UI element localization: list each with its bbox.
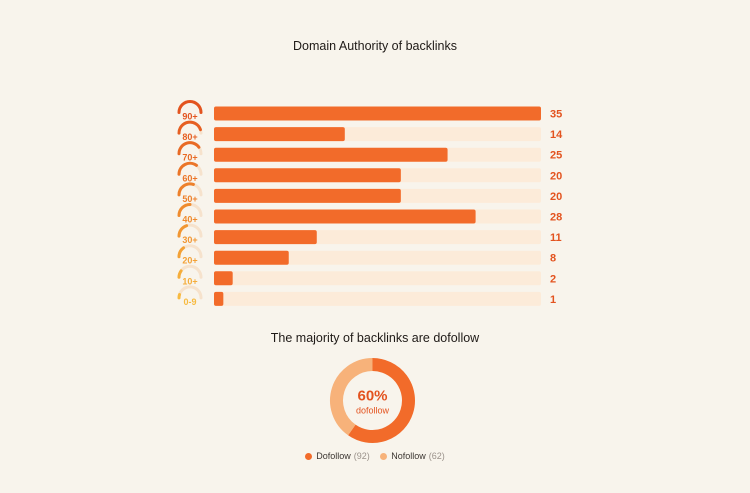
value-label: 25 — [550, 150, 562, 162]
value-label: 20 — [550, 191, 562, 203]
gauge-icon — [177, 293, 182, 300]
category-label: 80+ — [182, 132, 197, 142]
legend-label-nofollow: Nofollow — [391, 451, 426, 461]
bar — [214, 127, 345, 142]
value-label: 35 — [550, 109, 562, 121]
bar-track — [214, 250, 541, 265]
bar — [214, 106, 541, 121]
domain-authority-bar-chart: 90+ 35 80+ 14 70+ 25 60+ 20 50+ 20 40+ 28 30+ 11 20+ 8 1… — [177, 100, 563, 307]
value-label: 28 — [550, 212, 562, 224]
donut-percent-label: 60% — [357, 388, 387, 405]
bar — [214, 230, 317, 245]
value-label: 20 — [550, 170, 562, 182]
bar — [214, 250, 289, 265]
value-label: 1 — [550, 294, 556, 306]
bar — [214, 188, 401, 203]
legend-label-dofollow: Dofollow — [316, 451, 351, 461]
legend-item-nofollow: Nofollow (62) — [380, 451, 445, 461]
bar — [214, 168, 401, 183]
gauge-icon — [177, 182, 195, 197]
bar-chart-title: Domain Authority of backlinks — [293, 39, 457, 53]
value-label: 2 — [550, 273, 556, 285]
donut-slice-dofollow — [348, 358, 415, 443]
legend-count-dofollow: (92) — [353, 451, 370, 461]
gauge-icon — [177, 161, 198, 176]
category-label: 90+ — [182, 112, 197, 122]
bar — [214, 271, 233, 286]
value-label: 14 — [550, 129, 563, 141]
dofollow-swatch — [305, 452, 313, 460]
category-label: 50+ — [182, 194, 197, 204]
bar — [214, 147, 448, 162]
category-label: 10+ — [182, 276, 197, 286]
category-label: 60+ — [182, 173, 197, 183]
bar — [214, 291, 224, 306]
value-label: 11 — [550, 232, 562, 244]
gauge-icon — [177, 141, 201, 156]
donut-slice-nofollow — [330, 358, 373, 436]
category-label: 70+ — [182, 153, 197, 163]
gauge-icon — [177, 100, 203, 114]
gauge-icon — [177, 203, 192, 217]
gauge-icon — [177, 224, 189, 238]
value-label: 8 — [550, 253, 556, 265]
bar — [214, 209, 476, 224]
gauge-icon — [177, 246, 186, 259]
category-label: 30+ — [182, 235, 197, 245]
gauge-icon — [177, 120, 202, 135]
category-label: 20+ — [182, 256, 197, 266]
legend-count-nofollow: (62) — [428, 451, 445, 461]
donut-sub-label: dofollow — [356, 406, 390, 416]
donut-chart-title: The majority of backlinks are dofollow — [270, 331, 480, 345]
bar-track — [214, 271, 541, 286]
bar-track — [214, 291, 541, 306]
gauge-icon — [177, 269, 183, 279]
category-label: 40+ — [182, 215, 197, 225]
legend-item-dofollow: Dofollow (92) — [305, 451, 370, 461]
donut-legend: Dofollow (92) Nofollow (62) — [0, 451, 750, 462]
nofollow-swatch — [380, 452, 388, 460]
category-label: 0-9 — [183, 297, 196, 307]
